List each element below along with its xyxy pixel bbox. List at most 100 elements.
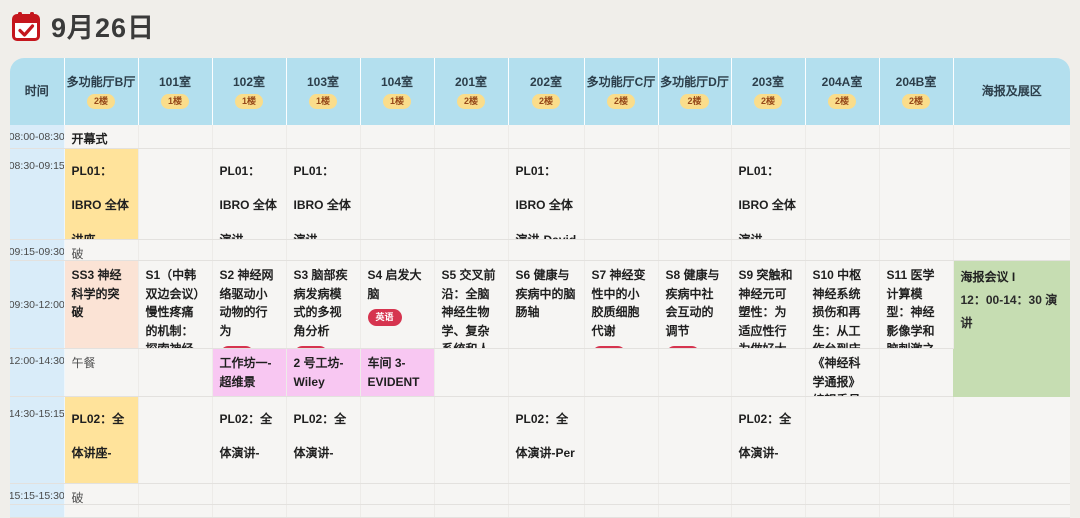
session-cell[interactable]: PL01：IBRO 全体讲座-David Poeppel	[64, 148, 139, 240]
room-column-header: 多功能厅B厅 2楼	[64, 58, 139, 125]
empty-cell	[584, 483, 659, 505]
floor-badge: 1楼	[382, 93, 411, 110]
poster-session-cell[interactable]: 海报会议 I 12：00-14：30 演讲	[953, 260, 1070, 397]
schedule-row: 12:00-14:30 午餐 工作坊一-超维景 2 号工坊-Wiley 车间 3-EVI…	[10, 348, 1070, 397]
empty-cell	[212, 125, 287, 149]
column-label: 204B室	[895, 74, 937, 89]
room-column-header: 202室 2楼	[508, 58, 585, 125]
session-cell[interactable]: S2 神经网络驱动小动物的行为英语	[212, 260, 287, 349]
session-cell[interactable]: S5 交叉前沿：全脑神经生物学、复杂系统和人工智能英语	[434, 260, 509, 349]
room-column-header: 103室 1楼	[286, 58, 361, 125]
session-cell[interactable]: S9 突触和神经元可塑性：为适应性行为做好大脑准备英语	[731, 260, 806, 349]
time-column-header: 时间	[10, 58, 65, 125]
session-cell[interactable]: PL01：IBRO 全体演讲-David Poeppel （直播）	[286, 148, 361, 240]
room-column-header: 多功能厅D厅 2楼	[658, 58, 732, 125]
column-label: 海报及展区	[981, 83, 1042, 98]
empty-cell	[658, 239, 732, 261]
session-title: S8 健康与疾病中社会互动的调节	[665, 268, 720, 338]
time-cell: 14:30-15:15	[10, 396, 65, 484]
session-title: PL01：IBRO 全体演讲-David Poeppel	[219, 164, 277, 239]
session-cell[interactable]: PL02：全体讲座-Per Svenningsson	[64, 396, 139, 484]
empty-cell	[658, 125, 732, 149]
session-title: PL01：IBRO 全体演讲-David Poeppel	[738, 164, 796, 239]
session-title: 海报会议 I	[960, 270, 1016, 284]
floor-badge: 1楼	[160, 93, 189, 110]
session-cell[interactable]: S10 中枢神经系统损伤和再生：从工作台到床边	[805, 260, 880, 349]
session-cell[interactable]: PL02：全体演讲-Per Svenningsson （直播）	[212, 396, 287, 484]
time-cell: 15:15-15:30	[10, 483, 65, 505]
session-cell[interactable]: 破	[64, 483, 139, 505]
session-cell[interactable]: 午餐	[64, 348, 139, 397]
session-title: PL02：全体演讲-Per Svenningsson	[293, 412, 347, 483]
session-cell[interactable]: SS3 神经科学的突破	[64, 260, 139, 349]
empty-cell	[138, 483, 213, 505]
session-title: PL02：全体演讲-Per Svenningsson	[515, 412, 584, 483]
language-badge: 英语	[219, 346, 254, 348]
session-cell[interactable]: S3 脑部疾病发病模式的多视角分析英语	[286, 260, 361, 349]
empty-cell	[138, 148, 213, 240]
floor-badge: 2楼	[901, 93, 930, 110]
session-cell[interactable]: PL02：全体演讲-Per Svenningsson （直播）	[731, 396, 806, 484]
empty-cell	[805, 239, 880, 261]
session-title: S9 突触和神经元可塑性：为适应性行为做好大脑准备	[738, 268, 793, 348]
session-cell[interactable]: S7 神经变性中的小胶质细胞代谢英语	[584, 260, 659, 349]
language-badge: 英语	[367, 309, 402, 326]
calendar-icon	[12, 11, 40, 41]
empty-cell	[212, 483, 287, 505]
session-cell[interactable]: PL01：IBRO 全体演讲-David Poeppel （直播）	[731, 148, 806, 240]
empty-cell	[658, 396, 732, 484]
session-cell[interactable]: 破	[64, 239, 139, 261]
time-cell: 12:00-14:30	[10, 348, 65, 397]
session-title: 工作坊一-超维景	[219, 356, 272, 389]
session-cell[interactable]: PL01：IBRO 全体演讲-David Poeppel （直播）	[508, 148, 585, 240]
empty-cell	[138, 396, 213, 484]
session-title: SS3 神经科学的突破	[71, 268, 122, 320]
column-label: 202室	[529, 74, 563, 89]
schedule-row: 09:15-09:30 破	[10, 239, 1070, 261]
empty-cell	[658, 483, 732, 505]
session-cell[interactable]: 2 号工坊-Wiley	[286, 348, 361, 397]
empty-cell	[286, 125, 361, 149]
time-cell	[10, 504, 65, 518]
session-cell[interactable]: S6 健康与疾病中的脑肠轴	[508, 260, 585, 349]
empty-cell	[360, 483, 435, 505]
floor-badge: 2楼	[86, 93, 115, 110]
empty-cell	[731, 504, 806, 518]
empty-cell	[286, 239, 361, 261]
schedule-row: 09:30-12:00 SS3 神经科学的突破 S1（中韩双边会议）慢性疼痛的机制：…	[10, 260, 1070, 397]
page-title: 9月26日	[51, 13, 156, 43]
session-title: PL01：IBRO 全体演讲-David Poeppel	[515, 164, 577, 239]
empty-cell	[360, 504, 435, 518]
empty-cell	[286, 483, 361, 505]
session-title: 《神经科学通报》编辑委员会会议	[812, 356, 861, 396]
column-label: 104室	[380, 74, 414, 89]
session-cell[interactable]: PL01：IBRO 全体演讲-David Poeppel （直播）	[212, 148, 287, 240]
session-title: S2 神经网络驱动小动物的行为	[219, 268, 274, 338]
time-cell: 09:15-09:30	[10, 239, 65, 261]
session-cell[interactable]: S8 健康与疾病中社会互动的调节英语	[658, 260, 732, 349]
empty-cell	[508, 125, 585, 149]
session-cell[interactable]: PL02：全体演讲-Per Svenningsson （直播）	[508, 396, 585, 484]
session-cell[interactable]: 车间 3-EVIDENT	[360, 348, 435, 397]
empty-cell	[879, 483, 954, 505]
empty-cell	[138, 239, 213, 261]
session-cell[interactable]: S1（中韩双边会议）慢性疼痛的机制：探索神经胶质细胞的作用英语	[138, 260, 213, 349]
schedule-table: 时间 多功能厅B厅 2楼 101室 1楼 102室 1楼 103室 1楼 104室 1楼 201室 2楼…	[10, 58, 1070, 518]
floor-badge: 1楼	[308, 93, 337, 110]
language-badge: 英语	[293, 346, 328, 348]
schedule-row: 08:00-08:30 开幕式	[10, 125, 1070, 149]
empty-cell	[138, 504, 213, 518]
floor-badge: 2楼	[606, 93, 635, 110]
session-cell[interactable]: S11 医学计算模型：神经影像学和脑刺激之间的串扰英语	[879, 260, 954, 349]
session-title: S10 中枢神经系统损伤和再生：从工作台到床边	[812, 268, 862, 348]
session-cell[interactable]: 开幕式	[64, 125, 139, 149]
session-title: S7 神经变性中的小胶质细胞代谢	[591, 268, 646, 338]
session-cell[interactable]: 工作坊一-超维景	[212, 348, 287, 397]
empty-cell	[879, 239, 954, 261]
session-title: S1（中韩双边会议）慢性疼痛的机制：探索神经胶质细胞的作用	[145, 268, 200, 348]
session-cell[interactable]: PL02：全体演讲-Per Svenningsson （直播）	[286, 396, 361, 484]
session-cell[interactable]: 《神经科学通报》编辑委员会会议	[805, 348, 880, 397]
column-label: 时间	[24, 83, 49, 98]
session-cell[interactable]: S4 启发大脑 英语	[360, 260, 435, 349]
